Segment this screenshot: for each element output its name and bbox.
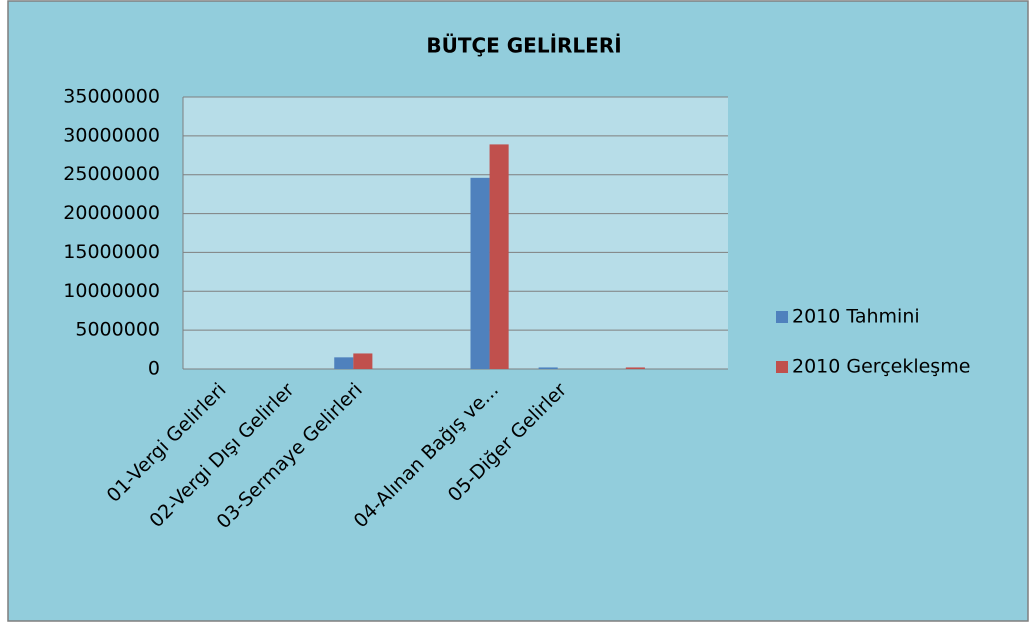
legend-label: 2010 Tahmini — [792, 306, 920, 328]
legend-label: 2010 Gerçekleşme — [792, 356, 970, 378]
bar — [489, 144, 509, 369]
plot-area — [183, 97, 728, 369]
legend-swatch — [776, 311, 788, 323]
y-tick-label: 10000000 — [63, 280, 160, 302]
y-tick-label: 30000000 — [63, 124, 160, 146]
bar — [470, 177, 490, 369]
y-tick-label: 0 — [148, 358, 160, 380]
y-tick-label: 5000000 — [75, 319, 160, 341]
bar — [538, 367, 558, 369]
legend-swatch — [776, 361, 788, 373]
y-tick-label: 20000000 — [63, 202, 160, 224]
y-tick-label: 15000000 — [63, 241, 160, 263]
y-tick-label: 25000000 — [63, 163, 160, 185]
bar — [353, 353, 373, 369]
bar — [625, 367, 645, 369]
chart-title: BÜTÇE GELİRLERİ — [426, 34, 621, 58]
y-tick-label: 35000000 — [63, 86, 160, 108]
bar — [334, 357, 354, 369]
